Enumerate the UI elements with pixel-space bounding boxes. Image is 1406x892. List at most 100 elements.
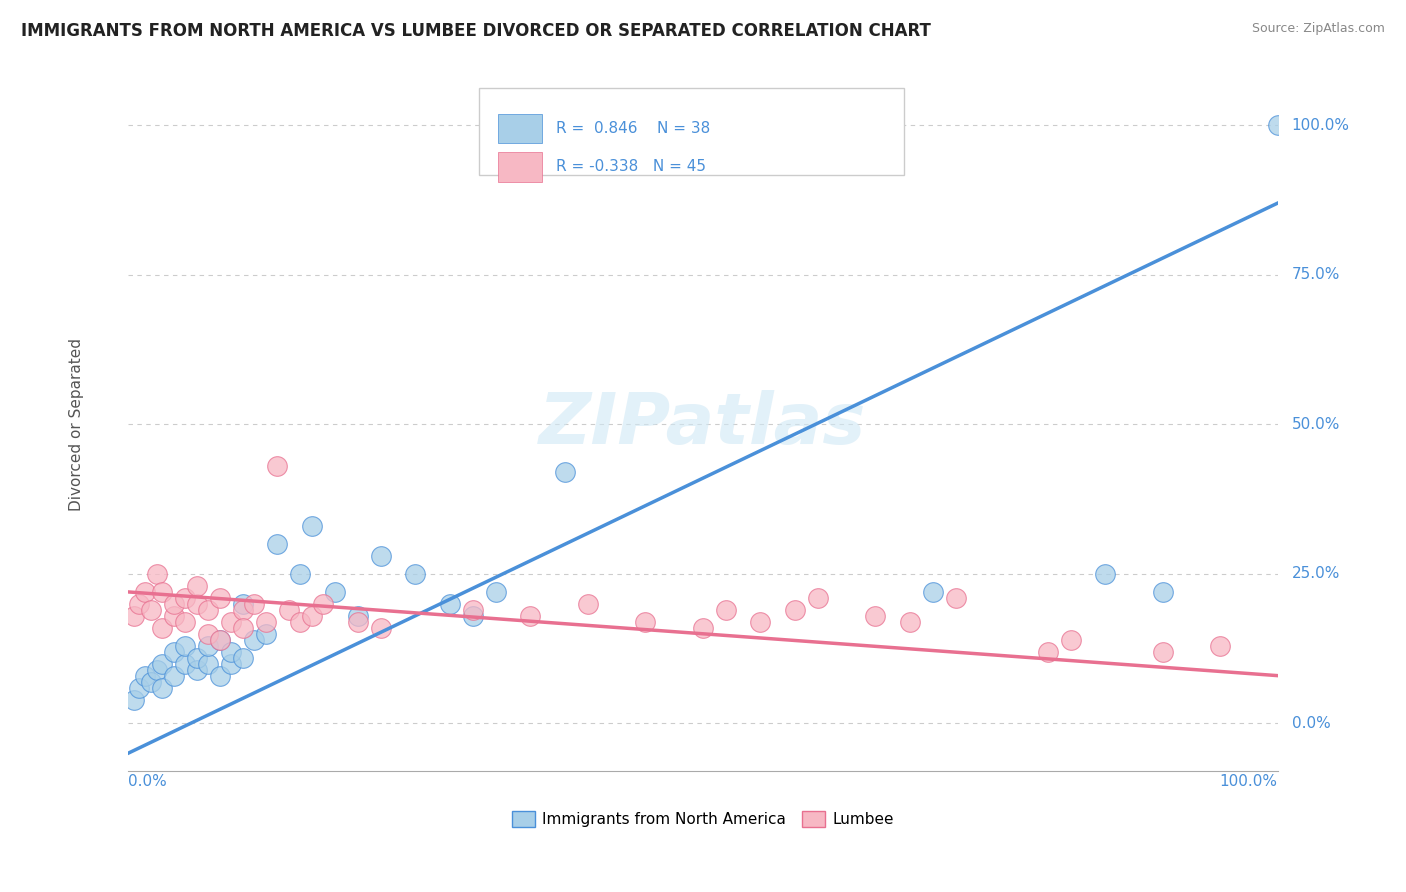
Point <box>163 608 186 623</box>
Point <box>197 657 219 671</box>
Point <box>461 603 484 617</box>
Point <box>266 459 288 474</box>
Point <box>290 615 312 629</box>
Text: R =  0.846    N = 38: R = 0.846 N = 38 <box>555 121 710 136</box>
Text: IMMIGRANTS FROM NORTH AMERICA VS LUMBEE DIVORCED OR SEPARATED CORRELATION CHART: IMMIGRANTS FROM NORTH AMERICA VS LUMBEE … <box>21 22 931 40</box>
Point <box>219 615 242 629</box>
Point <box>186 663 208 677</box>
Point <box>150 657 173 671</box>
Point <box>139 603 162 617</box>
Point <box>576 597 599 611</box>
Point <box>208 632 231 647</box>
Text: 0.0%: 0.0% <box>1292 716 1330 731</box>
Point <box>290 566 312 581</box>
Text: Divorced or Separated: Divorced or Separated <box>69 338 83 511</box>
Point <box>145 566 167 581</box>
Point <box>301 519 323 533</box>
Text: 100.0%: 100.0% <box>1292 118 1350 133</box>
Point <box>554 465 576 479</box>
Point <box>208 632 231 647</box>
Point <box>749 615 772 629</box>
Point <box>122 692 145 706</box>
Point <box>1209 639 1232 653</box>
Point <box>1267 118 1289 132</box>
Point <box>174 591 197 605</box>
Point <box>346 608 368 623</box>
Point <box>232 650 254 665</box>
Point <box>150 585 173 599</box>
Point <box>197 627 219 641</box>
Point <box>807 591 830 605</box>
Point <box>254 615 277 629</box>
Point <box>219 645 242 659</box>
Point <box>404 566 426 581</box>
Point <box>485 585 508 599</box>
Point <box>921 585 943 599</box>
Point <box>277 603 299 617</box>
Text: 75.0%: 75.0% <box>1292 268 1340 283</box>
Point <box>323 585 346 599</box>
Point <box>150 681 173 695</box>
Text: R = -0.338   N = 45: R = -0.338 N = 45 <box>555 160 706 175</box>
Point <box>186 650 208 665</box>
Point <box>692 621 714 635</box>
Point <box>139 674 162 689</box>
Point <box>346 615 368 629</box>
Point <box>174 615 197 629</box>
Point <box>370 549 392 563</box>
Text: Source: ZipAtlas.com: Source: ZipAtlas.com <box>1251 22 1385 36</box>
Point <box>898 615 921 629</box>
Point <box>208 668 231 682</box>
Point <box>783 603 806 617</box>
Point <box>1036 645 1059 659</box>
Point <box>714 603 737 617</box>
Point <box>219 657 242 671</box>
Point <box>243 597 266 611</box>
Point <box>301 608 323 623</box>
Point <box>243 632 266 647</box>
Point <box>1152 585 1174 599</box>
Text: 0.0%: 0.0% <box>128 774 166 789</box>
Point <box>865 608 887 623</box>
Point <box>266 537 288 551</box>
Point <box>122 608 145 623</box>
Point <box>145 663 167 677</box>
Point <box>134 585 156 599</box>
Point <box>439 597 461 611</box>
Point <box>197 603 219 617</box>
Text: 25.0%: 25.0% <box>1292 566 1340 582</box>
Point <box>370 621 392 635</box>
Text: 100.0%: 100.0% <box>1220 774 1278 789</box>
Point <box>634 615 657 629</box>
Point <box>128 681 150 695</box>
Point <box>232 597 254 611</box>
Point <box>1094 566 1116 581</box>
Point <box>519 608 541 623</box>
Bar <box>498 153 541 182</box>
Point <box>128 597 150 611</box>
Point <box>163 645 186 659</box>
Point <box>150 621 173 635</box>
Point <box>232 621 254 635</box>
Point <box>186 597 208 611</box>
Point <box>163 597 186 611</box>
Bar <box>498 114 541 144</box>
Point <box>197 639 219 653</box>
Point <box>186 579 208 593</box>
Point <box>461 608 484 623</box>
FancyBboxPatch shape <box>478 87 904 175</box>
Point <box>208 591 231 605</box>
Point <box>134 668 156 682</box>
Point <box>174 639 197 653</box>
Point <box>1152 645 1174 659</box>
Point <box>1060 632 1083 647</box>
Text: ZIPatlas: ZIPatlas <box>538 390 866 458</box>
Point <box>254 627 277 641</box>
Point <box>945 591 967 605</box>
Text: 50.0%: 50.0% <box>1292 417 1340 432</box>
Point <box>312 597 335 611</box>
Point <box>232 603 254 617</box>
Point <box>174 657 197 671</box>
Point <box>163 668 186 682</box>
Legend: Immigrants from North America, Lumbee: Immigrants from North America, Lumbee <box>506 805 900 833</box>
